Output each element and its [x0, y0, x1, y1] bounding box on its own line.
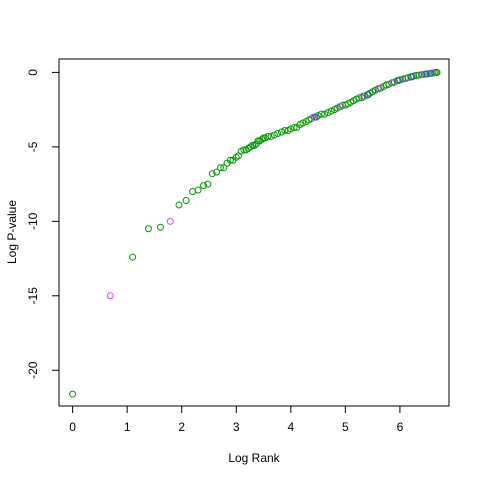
data-point: [258, 135, 266, 143]
data-point: [337, 103, 345, 111]
data-point: [240, 146, 248, 154]
data-point: [156, 223, 164, 231]
x-tick-label: 1: [124, 420, 131, 434]
data-point: [216, 164, 224, 172]
data-point: [144, 225, 152, 233]
data-point: [182, 196, 190, 204]
x-tick-label: 6: [397, 420, 404, 434]
data-point: [129, 253, 137, 261]
data-point: [427, 69, 435, 77]
x-tick-label: 0: [69, 420, 76, 434]
data-point: [299, 119, 307, 127]
data-point: [324, 109, 332, 117]
data-point: [321, 110, 329, 118]
y-axis-label: Log P-value: [5, 200, 19, 264]
data-point: [226, 156, 234, 164]
data-point: [419, 70, 427, 78]
x-tick-label: 3: [233, 420, 240, 434]
x-axis: 0 1 2 3 4 5 6: [69, 406, 404, 434]
y-tick-label: -5: [26, 141, 40, 152]
data-point: [422, 70, 430, 78]
data-point: [166, 217, 174, 225]
data-point: [364, 91, 372, 99]
data-point: [375, 85, 383, 93]
data-point: [327, 107, 335, 115]
data-point: [310, 113, 318, 121]
data-point: [270, 131, 278, 139]
y-tick-label: -20: [26, 361, 40, 379]
data-point: [204, 180, 212, 188]
x-axis-label: Log Rank: [228, 451, 280, 465]
x-tick-label: 4: [287, 420, 294, 434]
data-point: [175, 201, 183, 209]
y-tick-label: -15: [26, 287, 40, 305]
x-tick-label: 5: [342, 420, 349, 434]
data-point: [314, 112, 322, 120]
data-point: [267, 132, 275, 140]
y-tick-label: 0: [26, 69, 40, 76]
data-point: [394, 77, 402, 85]
data-point: [264, 132, 272, 140]
data-point: [106, 292, 114, 300]
data-point: [194, 186, 202, 194]
data-point: [220, 164, 228, 172]
data-point: [69, 390, 77, 398]
data-point: [290, 124, 298, 132]
data-point: [278, 128, 286, 136]
data-points: [69, 68, 441, 398]
plot-frame: [58, 58, 450, 407]
data-point: [312, 113, 320, 121]
data-point: [274, 129, 282, 137]
y-tick-label: -10: [26, 212, 40, 230]
y-axis: 0 -5 -10 -15 -20: [26, 69, 59, 379]
x-tick-label: 2: [178, 420, 185, 434]
data-point: [208, 170, 216, 178]
data-point: [213, 168, 221, 176]
data-point: [200, 182, 208, 190]
data-point: [317, 110, 325, 118]
data-point: [408, 73, 416, 81]
